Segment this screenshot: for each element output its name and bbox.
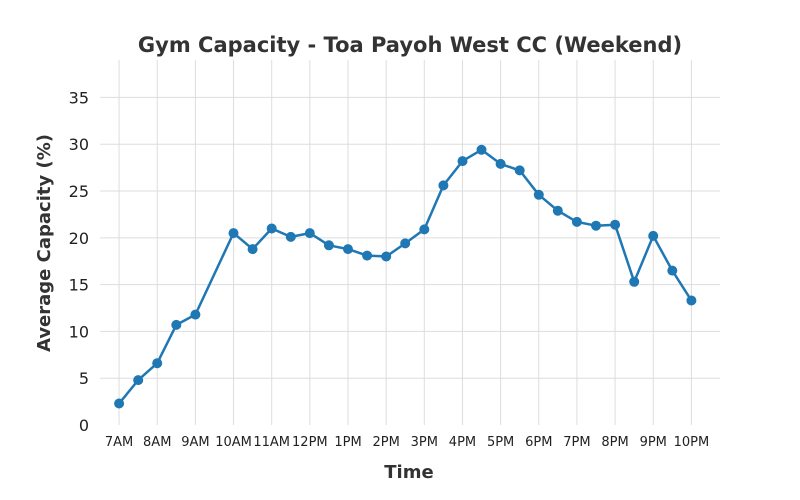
- data-points: [114, 144, 697, 409]
- data-point: [552, 205, 563, 216]
- series-line: [118, 148, 693, 405]
- data-point: [152, 358, 163, 369]
- data-point: [285, 231, 296, 242]
- data-point: [400, 238, 411, 249]
- x-tick-label: 10AM: [215, 435, 252, 450]
- x-tick-label: 11AM: [253, 435, 290, 450]
- data-point: [114, 398, 125, 409]
- y-tick-label: 35: [69, 88, 89, 107]
- data-point: [171, 319, 182, 330]
- data-point: [667, 265, 678, 276]
- data-point: [133, 375, 144, 386]
- x-tick-label: 5PM: [487, 435, 514, 450]
- data-point: [495, 158, 506, 169]
- data-point: [610, 219, 621, 230]
- data-point: [591, 220, 601, 231]
- x-tick-label: 4PM: [449, 435, 476, 450]
- data-point: [571, 216, 582, 227]
- data-point: [228, 228, 239, 239]
- chart-title: Gym Capacity - Toa Payoh West CC (Weeken…: [138, 33, 682, 57]
- data-point: [457, 156, 468, 167]
- y-tick-label: 10: [69, 322, 89, 341]
- x-tick-label: 10PM: [674, 435, 710, 450]
- data-point: [304, 228, 315, 239]
- data-point: [686, 295, 697, 306]
- data-point: [323, 240, 334, 251]
- data-point: [476, 144, 487, 155]
- data-point: [419, 224, 430, 235]
- x-tick-label: 7PM: [563, 435, 590, 450]
- x-tick-label: 8AM: [143, 435, 171, 450]
- y-tick-label: 25: [69, 182, 89, 201]
- x-tick-label: 2PM: [372, 435, 399, 450]
- y-tick-labels: 0 5 10 15 20 25 30 35: [69, 88, 89, 435]
- data-point: [190, 309, 201, 320]
- data-point: [343, 244, 353, 255]
- y-tick-label: 20: [69, 229, 89, 248]
- y-tick-label: 15: [69, 276, 89, 295]
- y-axis-label: Average Capacity (%): [34, 134, 55, 352]
- x-tick-label: 6PM: [525, 435, 552, 450]
- x-axis-label: Time: [384, 462, 433, 483]
- data-point: [514, 165, 525, 176]
- x-tick-labels: 7AM 8AM 9AM 10AM 11AM 12PM 1PM 2PM 3PM 4PM 5PM 6PM 7…: [105, 435, 709, 450]
- y-tick-label: 5: [79, 369, 89, 388]
- data-point: [381, 251, 392, 262]
- x-tick-label: 1PM: [334, 435, 361, 450]
- data-point: [533, 189, 544, 200]
- x-tick-label: 9PM: [640, 435, 667, 450]
- grid-lines: [100, 60, 720, 425]
- x-tick-label: 7AM: [105, 435, 133, 450]
- x-tick-label: 9AM: [181, 435, 209, 450]
- data-point: [247, 244, 258, 255]
- data-point: [438, 180, 449, 191]
- data-point: [266, 223, 277, 234]
- data-point: [362, 250, 373, 261]
- y-tick-label: 0: [79, 416, 89, 435]
- x-tick-label: 8PM: [601, 435, 628, 450]
- data-point: [648, 230, 659, 241]
- x-tick-label: 12PM: [292, 435, 328, 450]
- y-tick-label: 30: [69, 135, 89, 154]
- data-point: [629, 276, 640, 287]
- x-tick-label: 3PM: [411, 435, 438, 450]
